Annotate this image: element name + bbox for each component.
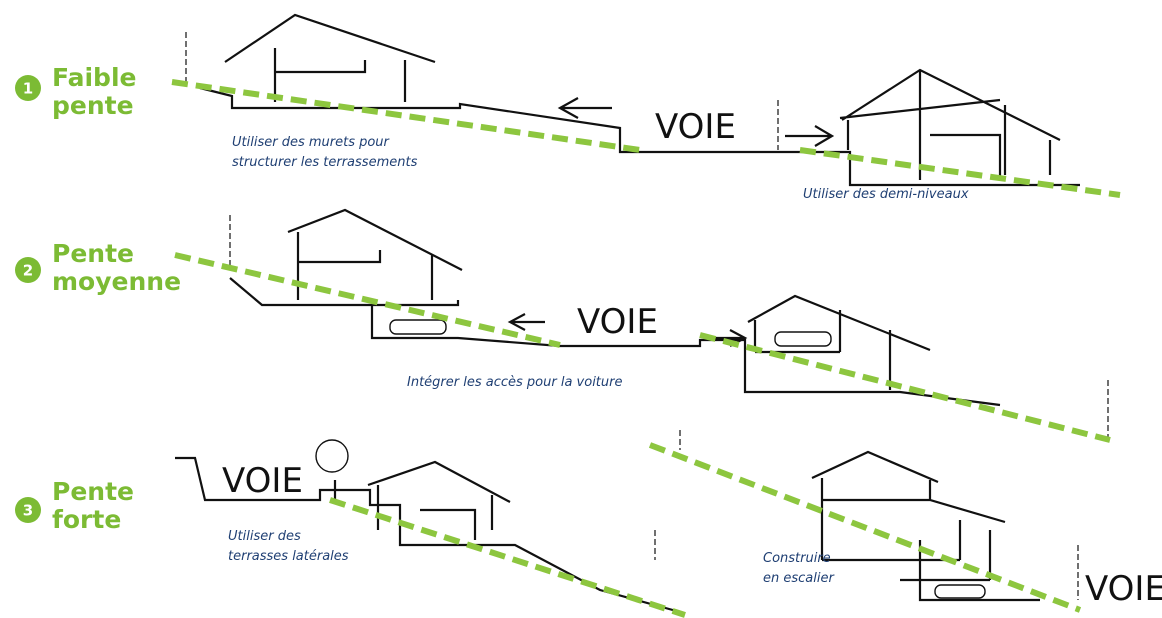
row-faible-pente: 1 Faible pente VOIE Utiliser des murets … [15,15,1120,202]
arrow [560,98,612,118]
row-number: 2 [23,262,33,280]
caption: Utiliser des murets pour [232,135,391,150]
row-number: 3 [23,502,33,520]
slope-line [175,255,1110,440]
arrow [785,126,832,146]
diagram: 1 Faible pente VOIE Utiliser des murets … [0,0,1162,618]
row-title: forte [52,505,121,534]
house [812,452,1040,600]
house [225,15,435,102]
caption: terrasses latérales [228,549,349,564]
house [288,210,462,305]
caption: structurer les terrassements [232,155,418,170]
row-title: Pente [52,477,134,506]
row-title: Faible [52,63,136,92]
road-label: VOIE [1085,569,1162,609]
caption: Utiliser des demi-niveaux [803,187,969,202]
property-limit [655,430,1078,600]
caption: Utiliser des [228,529,301,544]
caption: Construire [763,551,831,566]
road-label: VOIE [222,461,303,501]
row-number: 1 [23,80,33,98]
row-title: Pente [52,239,134,268]
row-title: pente [52,91,134,120]
tree [316,440,348,472]
row-title: moyenne [52,267,181,296]
row-pente-forte: 3 Pente forte VOIE VOIE Utiliser des ter… [15,430,1162,615]
slope-line [330,445,1080,615]
caption: en escalier [763,571,835,586]
caption: Intégrer les accès pour la voiture [407,375,623,390]
property-limit [230,215,1108,440]
road-label: VOIE [577,302,658,342]
road-label: VOIE [655,107,736,147]
row-pente-moyenne: 2 Pente moyenne VOIE Intégrer les accès … [15,210,1110,440]
car-icon [390,320,446,334]
car-icon [935,585,985,598]
car-icon [775,332,831,346]
house [840,70,1060,180]
